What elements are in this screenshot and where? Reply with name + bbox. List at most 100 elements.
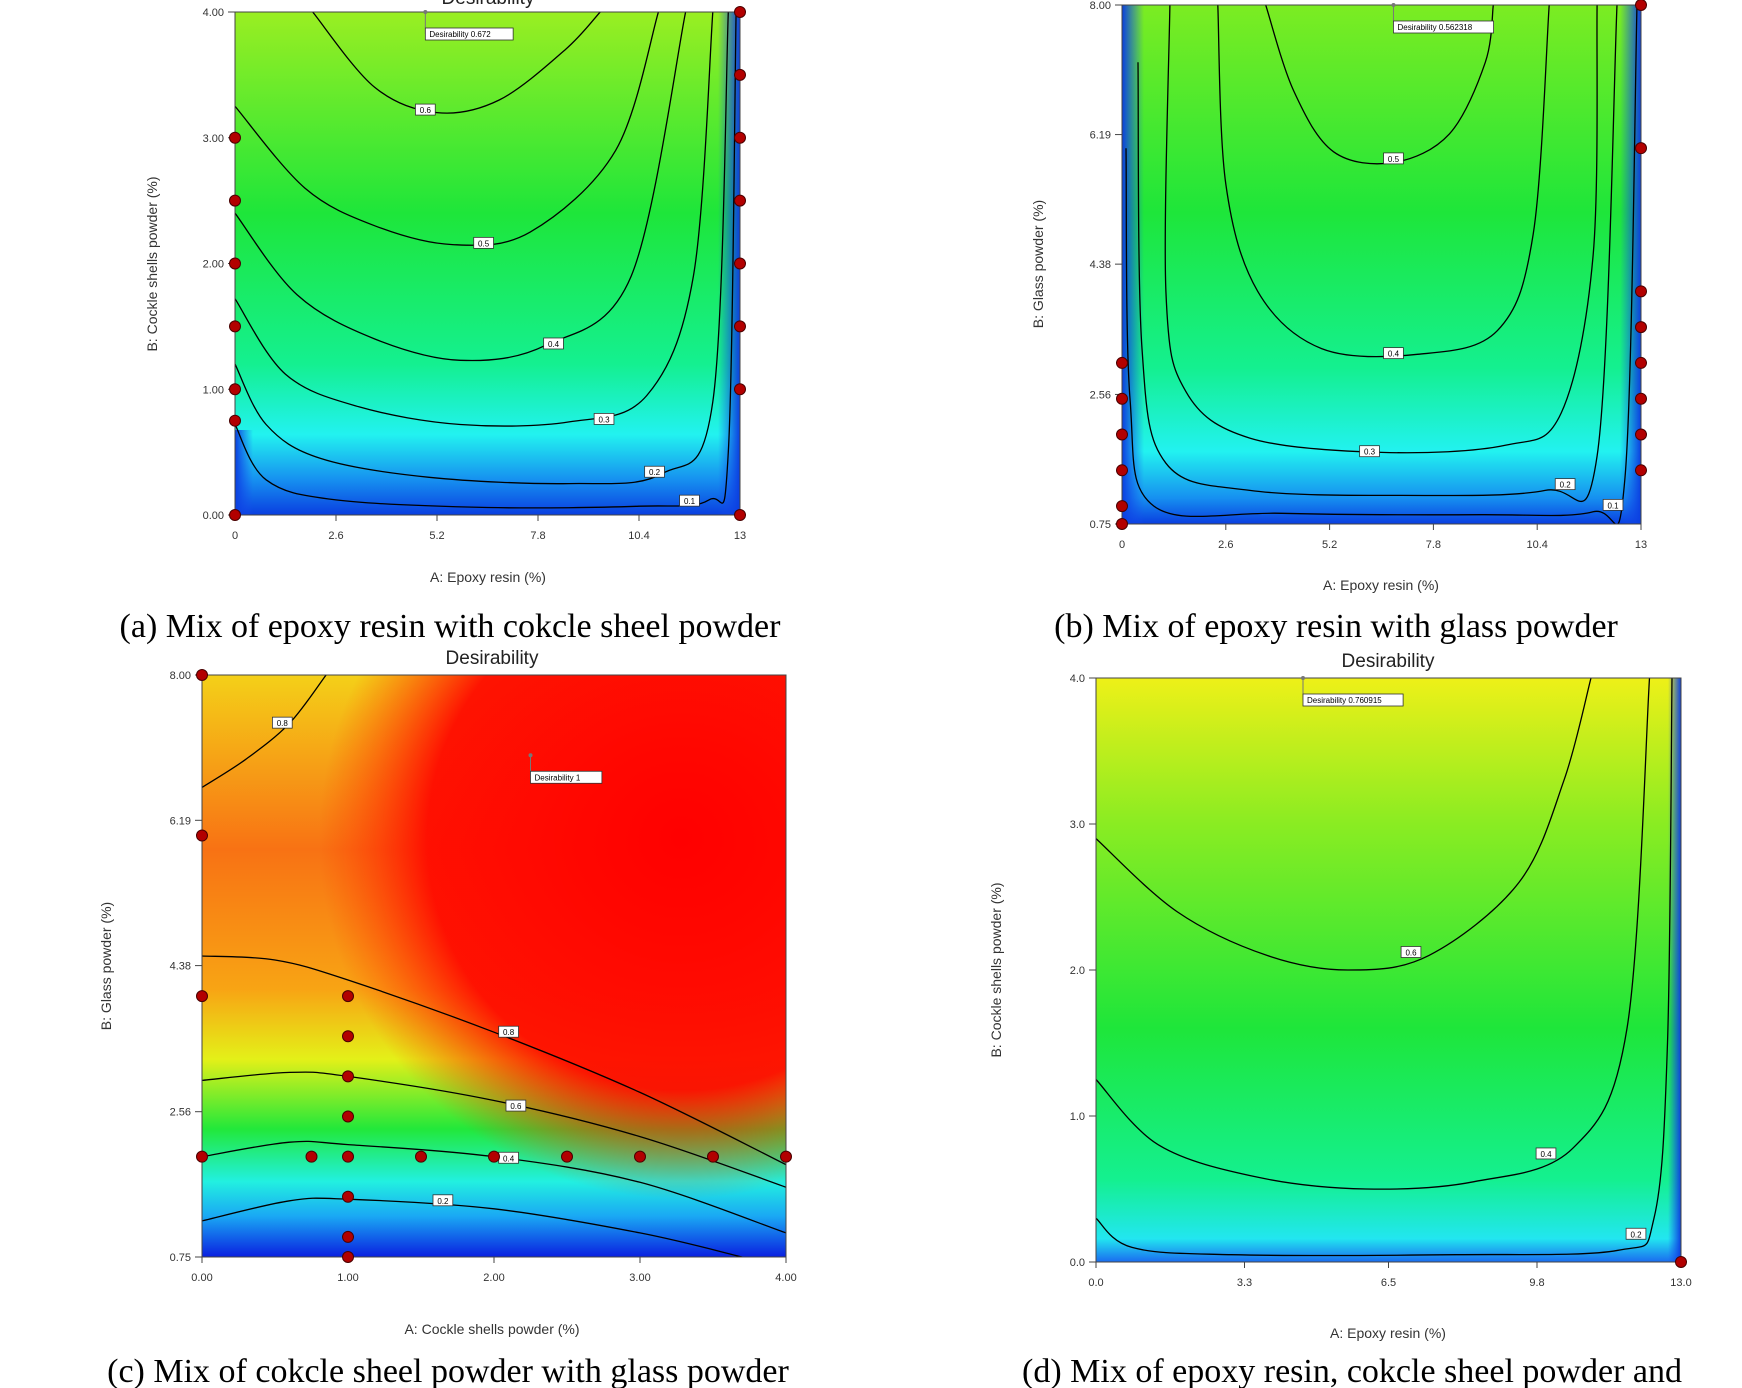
x-ticks: 0 2.6 5.2 7.8 10.4 13 — [1119, 524, 1647, 551]
design-point — [229, 509, 241, 521]
contour-label-4: 0.2 — [432, 1194, 454, 1207]
design-point — [1635, 428, 1647, 441]
svg-text:2.56: 2.56 — [1090, 389, 1111, 401]
contour-label-3: 0.3 — [593, 413, 615, 425]
contour-label-2: 0.2 — [1625, 1227, 1647, 1240]
svg-text:2.6: 2.6 — [1218, 539, 1233, 551]
y-tick-4: 8.00 — [1090, 0, 1122, 12]
design-point — [342, 1150, 354, 1163]
svg-text:13: 13 — [1635, 539, 1647, 551]
design-point — [734, 320, 746, 333]
design-point — [1116, 500, 1128, 513]
svg-text:0.1: 0.1 — [1607, 501, 1619, 510]
svg-text:Desirability 0.562318: Desirability 0.562318 — [1397, 23, 1472, 32]
design-point — [734, 6, 746, 18]
contour-labels: 0.5 0.4 0.3 0.2 0.1 — [1359, 152, 1624, 511]
svg-text:4.00: 4.00 — [203, 7, 224, 19]
design-point — [707, 1150, 719, 1163]
svg-text:4.38: 4.38 — [170, 961, 191, 973]
design-point — [1635, 285, 1647, 298]
design-point — [1675, 1256, 1687, 1268]
svg-text:3.3: 3.3 — [1237, 1277, 1252, 1289]
design-point — [229, 414, 241, 427]
svg-text:3.0: 3.0 — [1070, 819, 1085, 831]
y-axis-label: B: Glass powder (%) — [98, 902, 114, 1030]
svg-text:5.2: 5.2 — [429, 530, 444, 542]
design-point — [1116, 518, 1128, 530]
svg-text:1.0: 1.0 — [1070, 1111, 1085, 1123]
design-point — [1635, 142, 1647, 155]
design-point — [1116, 356, 1128, 369]
design-point — [1635, 321, 1647, 334]
design-point — [734, 509, 746, 521]
svg-text:9.8: 9.8 — [1529, 1277, 1544, 1289]
heatmap-surface — [1122, 5, 1641, 524]
x-tick-2: 6.5 — [1381, 1262, 1396, 1289]
desirability-flag: Desirability 0.562318 — [1391, 3, 1494, 34]
y-ticks: 0.75 2.56 4.38 6.19 8.00 — [1090, 0, 1122, 531]
contour-label-2: 0.6 — [505, 1099, 527, 1112]
svg-text:0.00: 0.00 — [191, 1272, 212, 1284]
y-axis-label: B: Glass powder (%) — [1030, 200, 1046, 328]
design-point — [780, 1150, 792, 1163]
svg-text:4.00: 4.00 — [775, 1272, 796, 1284]
design-point — [1116, 464, 1128, 477]
design-point — [1635, 392, 1647, 405]
svg-text:0.6: 0.6 — [1405, 948, 1417, 957]
svg-text:Desirability 0.760915: Desirability 0.760915 — [1307, 696, 1382, 705]
contour-line-0 — [312, 12, 601, 114]
contour-label-4: 0.1 — [1602, 498, 1624, 511]
desirability-flag: Desirability 0.672 — [423, 10, 514, 41]
svg-text:0.5: 0.5 — [1388, 155, 1400, 164]
design-point — [342, 1070, 354, 1083]
contour-label-1: 0.5 — [473, 236, 494, 249]
design-points — [1675, 1256, 1687, 1268]
x-tick-4: 10.4 — [1526, 524, 1548, 551]
svg-text:0: 0 — [232, 530, 238, 542]
svg-text:0: 0 — [1119, 539, 1125, 551]
y-tick-1: 2.56 — [170, 1107, 202, 1119]
design-point — [1635, 0, 1647, 11]
contour-label-2: 0.3 — [1359, 445, 1380, 458]
svg-text:10.4: 10.4 — [1526, 539, 1547, 551]
x-ticks: 0 2.6 5.2 7.8 10.4 13 — [232, 515, 746, 542]
svg-text:0.1: 0.1 — [684, 497, 696, 506]
design-point — [1116, 428, 1128, 441]
design-point — [734, 257, 746, 270]
contour-lines — [235, 12, 737, 509]
svg-text:Desirability 0.672: Desirability 0.672 — [429, 30, 491, 39]
contour-line-0 — [1096, 678, 1592, 971]
contour-label-1: 0.4 — [1383, 347, 1404, 360]
design-point — [196, 990, 208, 1003]
x-tick-1: 3.3 — [1237, 1262, 1252, 1289]
y-tick-0: 0.0 — [1070, 1257, 1096, 1269]
x-tick-2: 5.2 — [429, 515, 445, 542]
svg-text:0.6: 0.6 — [510, 1102, 522, 1111]
contour-label-1: 0.4 — [1535, 1147, 1557, 1160]
panel-caption: (b) Mix of epoxy resin with glass powder — [1054, 608, 1618, 645]
svg-text:0.2: 0.2 — [1560, 481, 1572, 490]
svg-text:4.38: 4.38 — [1090, 259, 1111, 271]
y-tick-1: 1.0 — [1070, 1111, 1096, 1123]
panel-c: 0.00 1.00 2.00 3.00 4.00 0.75 2.56 4.38 6.19 8.0… — [98, 648, 797, 1388]
svg-text:0.00: 0.00 — [203, 510, 224, 522]
panel-caption: (c) Mix of cokcle sheel powder with glas… — [107, 1353, 789, 1388]
svg-text:0.2: 0.2 — [649, 468, 661, 477]
design-point — [415, 1150, 427, 1163]
contour-line-4 — [1125, 5, 1638, 524]
x-tick-3: 7.8 — [530, 515, 546, 542]
svg-text:2.0: 2.0 — [1070, 965, 1085, 977]
panel-a: 0 2.6 5.2 7.8 10.4 13 0.00 1.00 2.00 3.00 4.00 0.… — [120, 0, 782, 645]
design-point — [342, 1230, 354, 1243]
panel-d: 0.0 3.3 6.5 9.8 13.0 0.01.02.03.04.0 0.60.40… — [988, 651, 1692, 1388]
x-tick-1: 2.6 — [1218, 524, 1233, 551]
design-point — [734, 68, 746, 81]
svg-text:0.3: 0.3 — [598, 415, 610, 424]
contour-labels: 0.6 0.5 0.4 0.3 0.2 0.1 — [415, 103, 700, 507]
contour-line-1 — [202, 955, 786, 1166]
panel-caption: (d) Mix of epoxy resin, cokcle sheel pow… — [1022, 1353, 1682, 1388]
y-ticks: 0.75 2.56 4.38 6.19 8.00 — [170, 670, 202, 1264]
contour-labels: 0.6 0.4 0.2 — [1400, 946, 1647, 1240]
svg-text:0.4: 0.4 — [1540, 1150, 1552, 1159]
design-point — [229, 257, 241, 270]
